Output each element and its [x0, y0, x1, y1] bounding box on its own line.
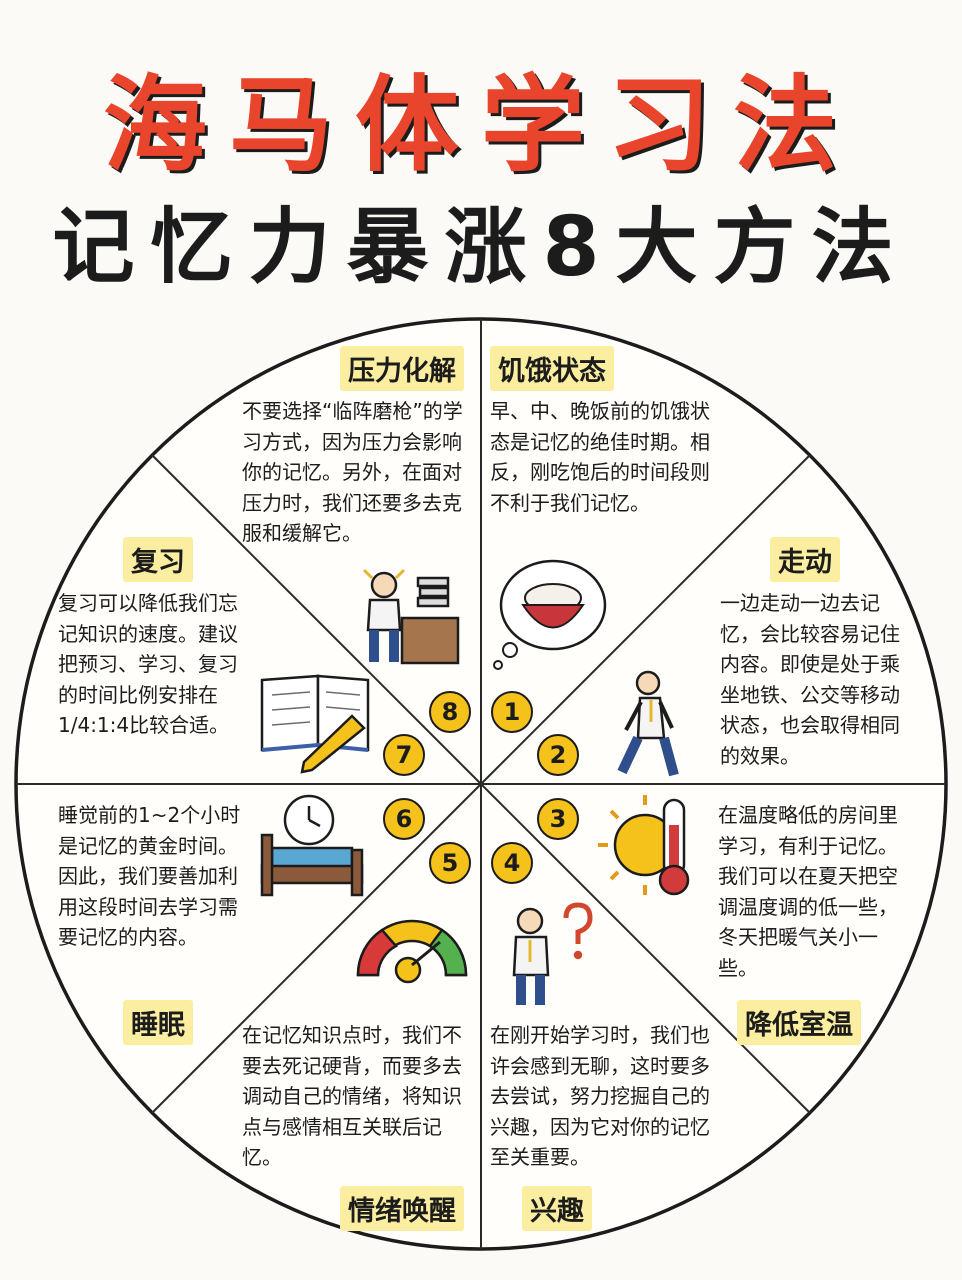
method-7-title: 复习 [123, 537, 193, 582]
thinking-person-icon [512, 902, 593, 1005]
clock-bed-icon [260, 794, 364, 897]
method-1-badge: 1 [491, 691, 533, 733]
method-6-badge: 6 [383, 798, 425, 840]
method-8-title: 压力化解 [340, 346, 464, 391]
wheel-dividers [16, 319, 946, 1249]
main-title: 海马体学习法 [102, 64, 859, 186]
method-1-title: 饥饿状态 [490, 346, 614, 391]
method-3-badge: 3 [537, 798, 579, 840]
method-3-desc: 在温度略低的房间里学习，有利于记忆。我们可以在夏天把空调温度调的低一些，冬天把暖… [718, 803, 898, 980]
method-7-desc: 复习可以降低我们忘记知识的速度。建议把预习、学习、复习的时间比例安排在1/4:1… [58, 591, 238, 737]
method-4-badge: 4 [491, 842, 533, 884]
method-6-desc: 睡觉前的1~2个小时是记忆的黄金时间。因此，我们要善加利用这段时间去学习需要记忆… [58, 803, 241, 949]
stressed-person-icon [362, 568, 460, 665]
method-8-badge: 8 [429, 691, 471, 733]
method-2-desc: 一边走动一边去记忆，会比较容易记住内容。即使是处于乘坐地铁、公交等移动状态，也会… [720, 591, 900, 768]
mood-gauge-icon [356, 919, 468, 984]
method-1-desc: 早、中、晚饭前的饥饿状态是记忆的绝佳时期。相反，刚吃饱后的时间段则不利于我们记忆… [490, 399, 710, 515]
method-4-desc: 在刚开始学习时，我们也许会感到无聊，这时要多去尝试，努力挖掘自己的兴趣，因为它对… [490, 1023, 710, 1169]
method-2-badge: 2 [537, 734, 579, 776]
method-3-title: 降低室温 [737, 1000, 861, 1045]
sun-thermometer-icon [598, 795, 690, 896]
book-pencil-icon [260, 674, 370, 774]
subtitle: 记忆力暴涨8大方法 [52, 200, 910, 295]
rice-bowl-icon [493, 559, 607, 670]
method-5-desc: 在记忆知识点时，我们不要去死记硬背，而要多去调动自己的情绪，将知识点与感情相互关… [242, 1023, 462, 1169]
walking-person-icon [617, 670, 679, 777]
method-2-title: 走动 [770, 537, 840, 582]
method-8-desc: 不要选择“临阵磨枪”的学习方式，因为压力会影响你的记忆。另外，在面对压力时，我们… [242, 399, 463, 545]
method-5-badge: 5 [429, 842, 471, 884]
method-4-title: 兴趣 [522, 1186, 592, 1231]
method-5-title: 情绪唤醒 [340, 1186, 464, 1231]
method-7-badge: 7 [383, 734, 425, 776]
method-6-title: 睡眠 [123, 1000, 193, 1045]
